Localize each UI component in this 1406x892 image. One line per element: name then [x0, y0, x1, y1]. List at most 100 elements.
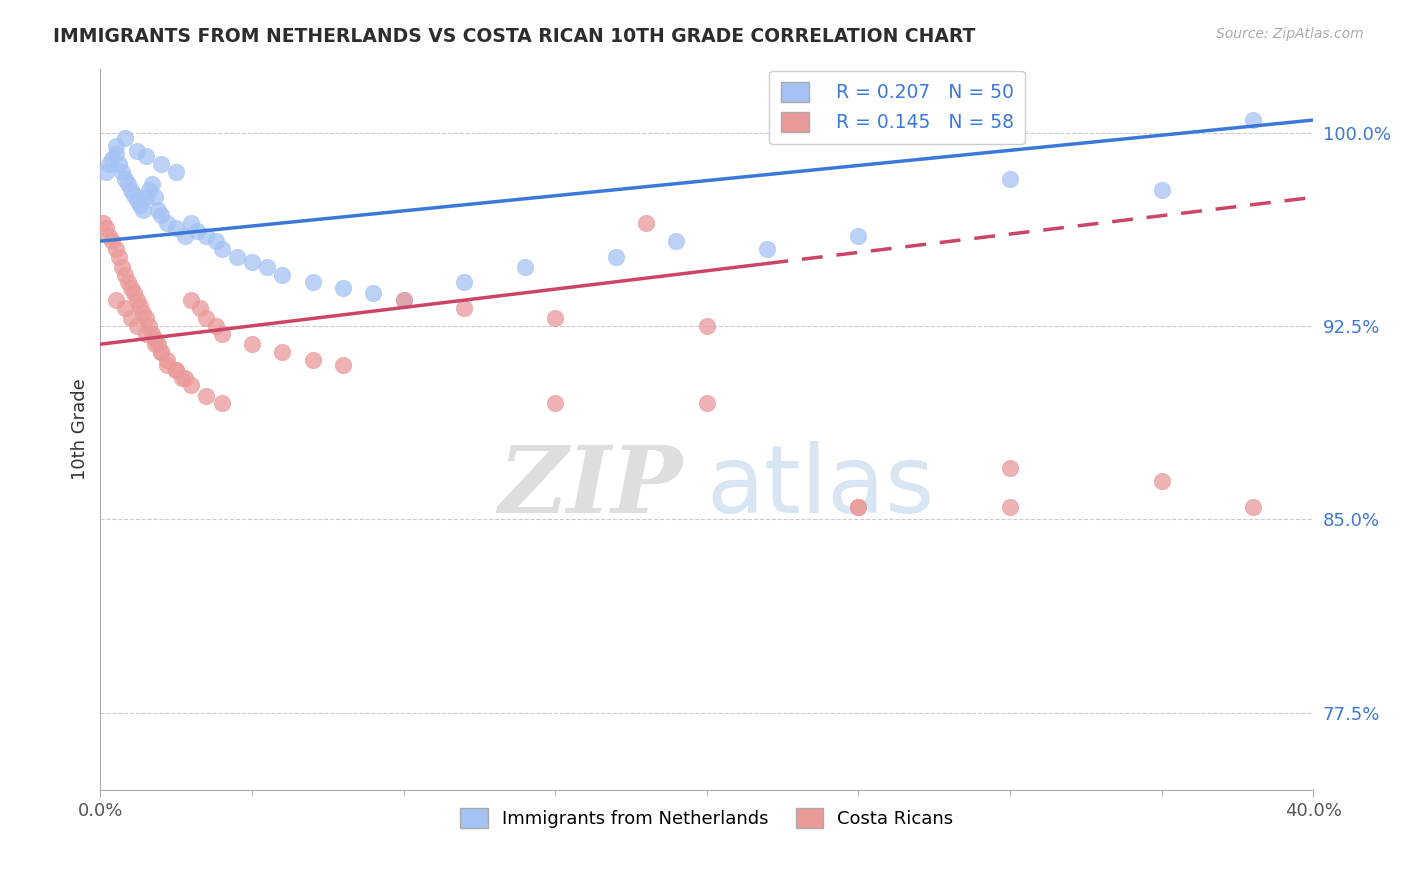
Point [120, 280, 142, 294]
Point [180, 293, 202, 308]
Point [132, 306, 155, 320]
Point [143, 337, 166, 351]
Point [392, 293, 415, 308]
Point [271, 268, 294, 282]
Point [605, 250, 627, 264]
Point [138, 183, 160, 197]
Point [141, 178, 163, 192]
Point [1241, 113, 1264, 128]
Point [271, 345, 294, 359]
Point [513, 260, 536, 274]
Point [848, 500, 870, 514]
Point [120, 311, 142, 326]
Point [122, 187, 145, 202]
Point [114, 172, 136, 186]
Point [211, 242, 233, 256]
Point [756, 242, 779, 256]
Point [150, 208, 173, 222]
Point [110, 164, 132, 178]
Point [1241, 500, 1264, 514]
Legend: Immigrants from Netherlands, Costa Ricans: Immigrants from Netherlands, Costa Rican… [453, 801, 960, 835]
Point [211, 326, 233, 341]
Point [146, 203, 169, 218]
Point [125, 193, 148, 207]
Point [135, 149, 157, 163]
Point [696, 396, 718, 410]
Point [301, 276, 323, 290]
Point [125, 144, 148, 158]
Point [392, 293, 415, 308]
Point [186, 224, 208, 238]
Point [848, 229, 870, 244]
Point [117, 276, 139, 290]
Point [165, 363, 187, 377]
Point [998, 500, 1021, 514]
Point [544, 396, 567, 410]
Point [117, 178, 139, 192]
Point [301, 352, 323, 367]
Point [125, 293, 148, 308]
Point [225, 250, 247, 264]
Point [211, 396, 233, 410]
Point [150, 345, 173, 359]
Point [665, 234, 688, 248]
Point [120, 183, 142, 197]
Point [998, 172, 1021, 186]
Point [96, 221, 118, 235]
Point [696, 319, 718, 334]
Point [453, 301, 475, 315]
Point [172, 370, 194, 384]
Point [848, 500, 870, 514]
Point [156, 352, 179, 367]
Point [107, 157, 129, 171]
Point [165, 221, 187, 235]
Point [98, 229, 121, 244]
Point [96, 164, 118, 178]
Point [180, 378, 202, 392]
Point [453, 276, 475, 290]
Point [143, 332, 166, 346]
Point [101, 152, 124, 166]
Point [107, 250, 129, 264]
Point [332, 358, 354, 372]
Point [128, 198, 150, 212]
Point [332, 280, 354, 294]
Point [195, 229, 218, 244]
Text: IMMIGRANTS FROM NETHERLANDS VS COSTA RICAN 10TH GRADE CORRELATION CHART: IMMIGRANTS FROM NETHERLANDS VS COSTA RIC… [53, 27, 976, 45]
Point [98, 157, 121, 171]
Point [361, 285, 384, 300]
Point [190, 301, 212, 315]
Point [195, 389, 218, 403]
Point [240, 254, 263, 268]
Point [104, 293, 127, 308]
Point [128, 299, 150, 313]
Point [135, 190, 157, 204]
Point [180, 216, 202, 230]
Point [114, 268, 136, 282]
Text: Source: ZipAtlas.com: Source: ZipAtlas.com [1216, 27, 1364, 41]
Point [1150, 183, 1173, 197]
Point [104, 146, 127, 161]
Point [146, 337, 169, 351]
Point [174, 229, 197, 244]
Point [204, 234, 226, 248]
Point [122, 285, 145, 300]
Point [104, 138, 127, 153]
Point [143, 190, 166, 204]
Point [240, 337, 263, 351]
Point [636, 216, 658, 230]
Y-axis label: 10th Grade: 10th Grade [72, 378, 89, 480]
Point [165, 363, 187, 377]
Text: ZIP: ZIP [498, 442, 682, 532]
Point [101, 234, 124, 248]
Point [1150, 474, 1173, 488]
Point [132, 203, 155, 218]
Point [156, 358, 179, 372]
Point [256, 260, 278, 274]
Point [150, 157, 173, 171]
Point [174, 370, 197, 384]
Point [150, 345, 173, 359]
Point [165, 164, 187, 178]
Point [544, 311, 567, 326]
Point [135, 311, 157, 326]
